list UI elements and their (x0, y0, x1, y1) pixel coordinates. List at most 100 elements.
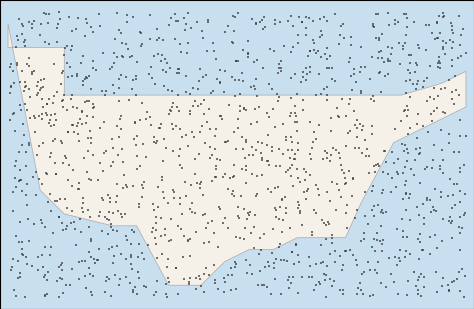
Point (88, 293, 96, 298)
Point (230, 28, 237, 33)
Point (368, 132, 375, 137)
Point (73, 71, 81, 76)
Point (334, 106, 341, 111)
Point (445, 282, 452, 287)
Point (303, 189, 311, 194)
Point (161, 232, 168, 237)
Point (157, 121, 164, 126)
Point (420, 222, 428, 226)
Point (308, 233, 316, 238)
Point (245, 210, 252, 215)
Point (72, 243, 80, 248)
Point (289, 162, 296, 167)
Point (294, 253, 302, 258)
Point (357, 239, 365, 244)
Point (224, 23, 232, 28)
Point (221, 279, 229, 284)
Point (302, 32, 310, 37)
Point (8, 267, 15, 272)
Point (432, 208, 439, 213)
Point (306, 49, 313, 54)
Point (245, 39, 252, 44)
Point (177, 196, 184, 201)
Point (163, 292, 170, 297)
Point (294, 148, 301, 153)
Point (414, 112, 421, 117)
Point (49, 100, 56, 105)
Point (67, 48, 74, 53)
Point (337, 155, 344, 160)
Point (261, 25, 269, 30)
Point (358, 150, 366, 155)
Point (369, 184, 376, 189)
Point (196, 129, 204, 134)
Point (164, 256, 172, 261)
Point (177, 226, 184, 231)
Point (217, 80, 224, 85)
Point (235, 117, 242, 122)
Point (105, 247, 113, 252)
Point (358, 271, 365, 276)
Point (375, 35, 383, 40)
Point (109, 83, 117, 87)
Point (298, 19, 305, 24)
Point (400, 12, 408, 17)
Point (109, 245, 116, 250)
Point (176, 127, 183, 132)
Point (322, 237, 330, 242)
Point (279, 218, 287, 222)
Point (56, 196, 64, 201)
Point (152, 242, 160, 247)
Point (434, 64, 442, 69)
Point (405, 195, 412, 200)
Point (435, 61, 442, 66)
Point (423, 164, 431, 169)
Point (43, 102, 50, 107)
Point (7, 65, 14, 70)
Point (449, 192, 456, 197)
Point (403, 146, 411, 151)
Point (381, 59, 388, 64)
Point (174, 93, 182, 98)
Point (356, 70, 364, 75)
Point (415, 277, 422, 282)
Point (378, 49, 385, 53)
Point (299, 108, 306, 112)
Point (423, 197, 430, 202)
Point (150, 53, 158, 58)
Point (20, 133, 27, 138)
Point (68, 74, 75, 78)
Point (187, 26, 194, 31)
Point (455, 150, 463, 155)
Point (19, 253, 27, 258)
Point (41, 245, 48, 250)
Point (428, 112, 435, 117)
Point (28, 263, 36, 268)
Point (15, 150, 22, 154)
Point (361, 65, 369, 70)
Point (229, 14, 237, 19)
Point (186, 111, 194, 116)
Point (200, 98, 208, 103)
Point (450, 149, 457, 154)
Point (35, 177, 43, 182)
Point (388, 175, 396, 180)
Point (232, 58, 240, 63)
Point (38, 112, 46, 116)
Point (61, 46, 69, 51)
Point (20, 88, 27, 93)
Point (244, 216, 251, 221)
Point (399, 142, 406, 147)
Point (312, 93, 319, 98)
Point (292, 157, 299, 162)
Point (122, 183, 130, 188)
Point (213, 76, 220, 81)
Point (374, 202, 382, 207)
Point (291, 120, 299, 125)
Point (258, 158, 266, 163)
Point (108, 65, 116, 70)
Point (383, 160, 390, 165)
Point (138, 194, 146, 199)
Point (448, 219, 456, 224)
Point (272, 22, 279, 27)
